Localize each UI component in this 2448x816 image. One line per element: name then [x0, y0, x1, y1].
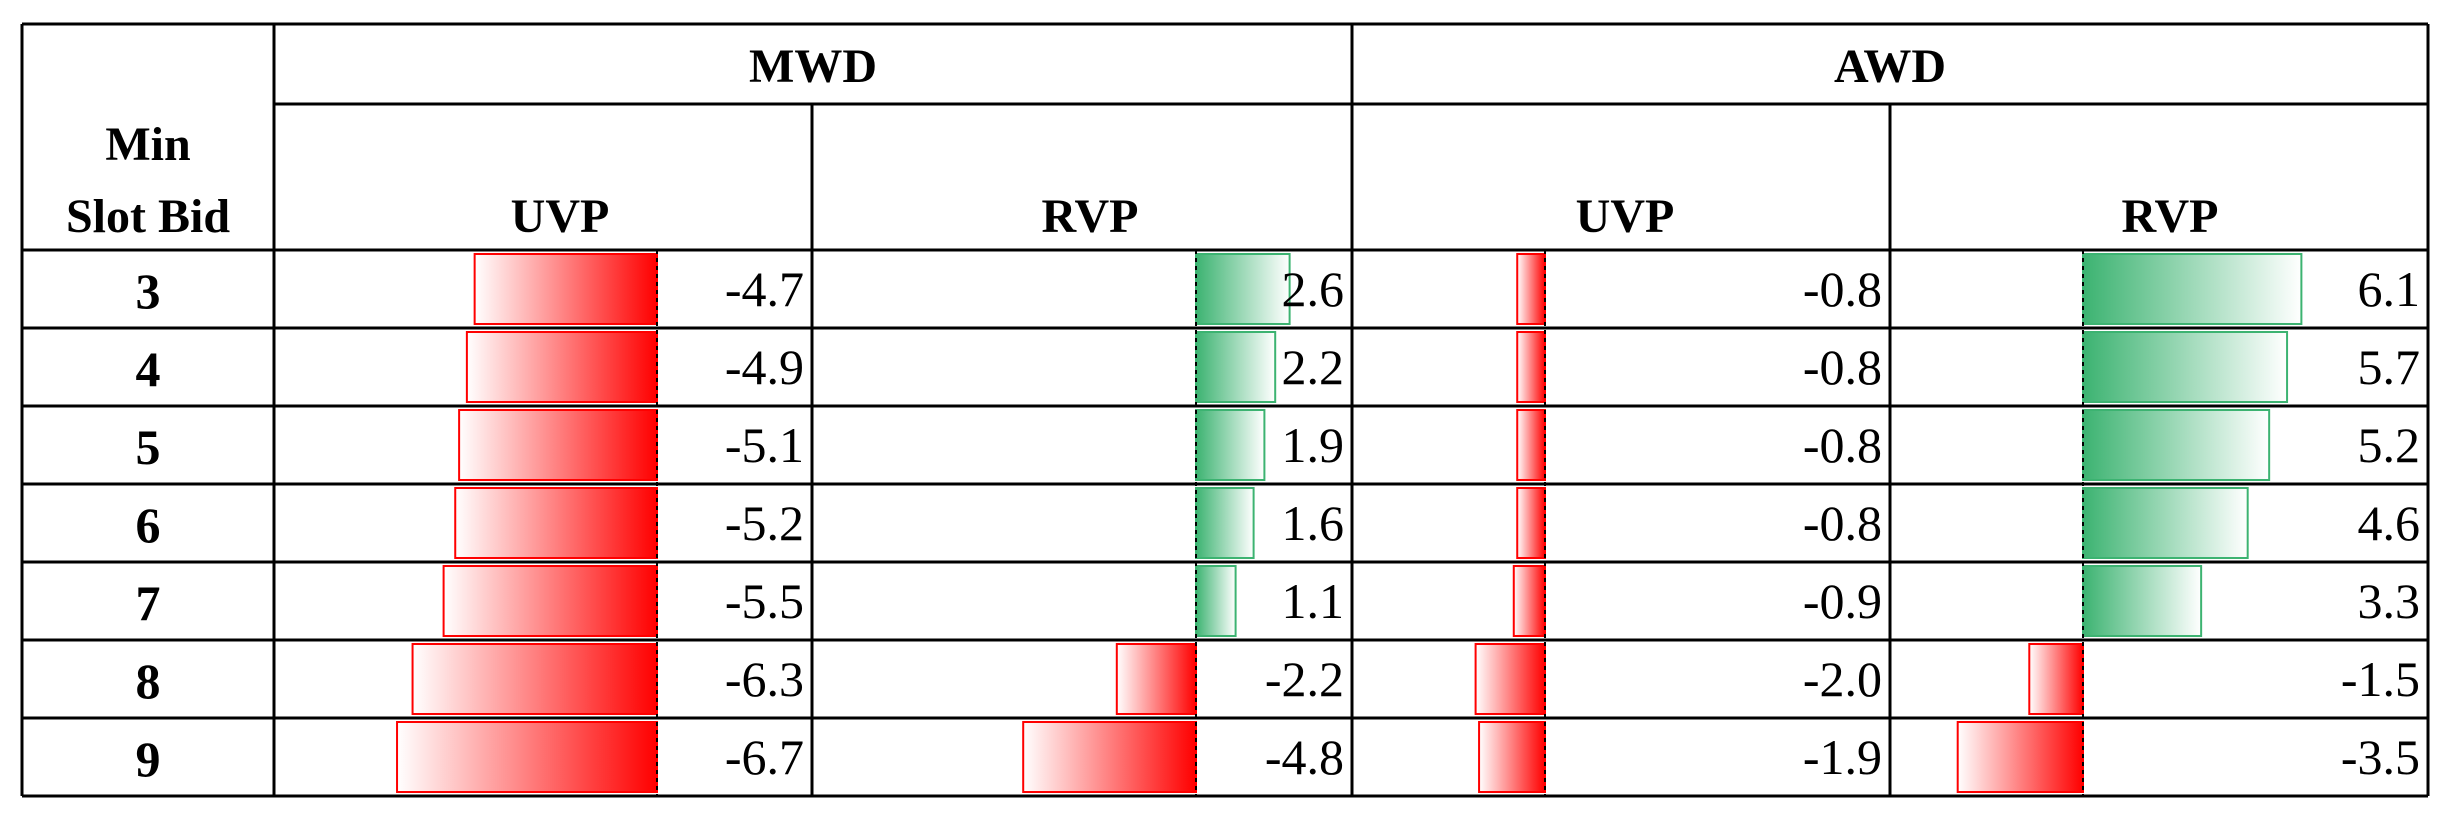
- data-bar-negative: [1516, 409, 1546, 481]
- data-value-label: -5.1: [725, 417, 804, 473]
- data-bar-positive: [2082, 331, 2289, 403]
- row-header-line2: Slot Bid: [66, 190, 230, 243]
- data-bar-positive: [1195, 253, 1291, 325]
- data-value-label: -3.5: [2341, 729, 2420, 785]
- column-header-col-rvp-awd: RVP: [2122, 190, 2219, 243]
- data-value-label: -0.8: [1803, 495, 1882, 551]
- data-bar-positive: [1195, 331, 1277, 403]
- data-value-label: -0.8: [1803, 261, 1882, 317]
- data-value-label: -2.0: [1803, 651, 1882, 707]
- data-value-label: -0.9: [1803, 573, 1882, 629]
- data-bar-positive: [1195, 487, 1255, 559]
- row-label: 8: [136, 653, 161, 709]
- data-bar-negative: [1478, 721, 1546, 793]
- data-bar-positive: [2082, 409, 2271, 481]
- data-value-label: -4.7: [725, 261, 804, 317]
- row-label: 9: [136, 731, 161, 787]
- data-bar-negative: [1474, 643, 1546, 715]
- data-value-label: -5.5: [725, 573, 804, 629]
- row-label: 7: [136, 575, 161, 631]
- column-header-col-uvp-mwd: UVP: [511, 190, 610, 243]
- data-bar-negative: [1516, 253, 1546, 325]
- data-value-label: -5.2: [725, 495, 804, 551]
- data-value-label: -0.8: [1803, 417, 1882, 473]
- data-value-label: -6.3: [725, 651, 804, 707]
- data-bar-negative: [442, 565, 658, 637]
- data-bar-positive: [1195, 565, 1237, 637]
- data-value-label: 5.2: [2358, 417, 2421, 473]
- row-label: 3: [136, 263, 161, 319]
- data-bar-positive: [2082, 565, 2203, 637]
- data-value-label: 2.2: [1282, 339, 1345, 395]
- data-bar-positive: [2082, 253, 2303, 325]
- column-header-col-uvp-awd: UVP: [1576, 190, 1675, 243]
- data-value-label: 1.9: [1282, 417, 1345, 473]
- data-bar-negative: [411, 643, 658, 715]
- data-value-label: -0.8: [1803, 339, 1882, 395]
- data-bar-negative: [396, 721, 658, 793]
- group-header-awd: AWD: [1834, 40, 1946, 93]
- data-bar-negative: [2028, 643, 2085, 715]
- data-bar-negative: [454, 487, 658, 559]
- data-bar-positive: [1195, 409, 1266, 481]
- data-value-label: 3.3: [2358, 573, 2421, 629]
- data-value-label: -1.5: [2341, 651, 2420, 707]
- column-header-col-rvp-mwd: RVP: [1042, 190, 1139, 243]
- row-label: 4: [136, 341, 161, 397]
- data-value-label: 1.6: [1282, 495, 1345, 551]
- data-value-label: 4.6: [2358, 495, 2421, 551]
- data-value-label: -6.7: [725, 729, 804, 785]
- data-bar-negative: [473, 253, 659, 325]
- data-bar-negative: [458, 409, 658, 481]
- row-header-line1: Min: [105, 118, 190, 171]
- data-bar-positive: [2082, 487, 2249, 559]
- data-value-label: 1.1: [1282, 573, 1345, 629]
- data-value-label: 5.7: [2358, 339, 2421, 395]
- data-value-label: 6.1: [2358, 261, 2421, 317]
- data-bar-negative: [465, 331, 658, 403]
- data-value-label: -2.2: [1265, 651, 1344, 707]
- data-value-label: 2.6: [1282, 261, 1345, 317]
- data-value-label: -4.8: [1265, 729, 1344, 785]
- data-bar-negative: [1022, 721, 1198, 793]
- data-bar-negative: [1115, 643, 1198, 715]
- row-label: 5: [136, 419, 161, 475]
- data-bar-negative: [1512, 565, 1547, 637]
- group-header-mwd: MWD: [749, 40, 877, 93]
- data-value-label: -4.9: [725, 339, 804, 395]
- data-bar-negative: [1956, 721, 2084, 793]
- data-bar-negative: [1516, 487, 1546, 559]
- data-value-label: -1.9: [1803, 729, 1882, 785]
- row-label: 6: [136, 497, 161, 553]
- data-bar-negative: [1516, 331, 1546, 403]
